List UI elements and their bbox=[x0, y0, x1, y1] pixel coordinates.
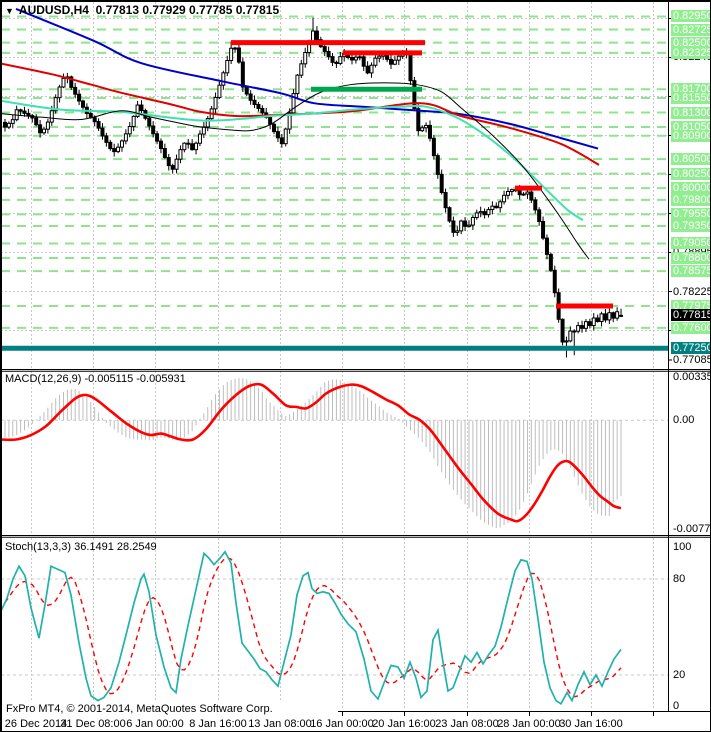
price-axis-label: 0.78225 bbox=[673, 286, 711, 298]
price-level-label: 0.82500 bbox=[671, 37, 710, 49]
chart-ohlc-values: 0.77813 0.77929 0.77785 0.77815 bbox=[95, 3, 280, 17]
price-level-label: 0.80900 bbox=[671, 130, 710, 142]
price-axis-label: 0.77085 bbox=[673, 354, 711, 366]
stoch-axis-label: 100 bbox=[673, 541, 692, 553]
price-level-label: 0.80250 bbox=[671, 168, 710, 180]
price-level-label: 0.82725 bbox=[671, 24, 710, 36]
time-axis-label: 13 Jan 08:00 bbox=[248, 718, 312, 730]
time-axis-label: 30 Jan 16:00 bbox=[559, 718, 623, 730]
current-price-label: 0.77815 bbox=[671, 309, 710, 321]
support-line-label: 0.77250 bbox=[671, 342, 710, 354]
macd-axis-label: 0.003353 bbox=[673, 371, 710, 383]
time-axis-label: 8 Jan 16:00 bbox=[189, 718, 247, 730]
platform-copyright: FxPro MT4, © 2001-2014, MetaQuotes Softw… bbox=[2, 702, 338, 717]
macd-axis-label: 0.00 bbox=[673, 414, 695, 426]
price-level-label: 0.82325 bbox=[671, 47, 710, 59]
stoch-axis-label: 80 bbox=[673, 573, 686, 585]
time-axis-label: 26 Dec 2014 bbox=[4, 718, 68, 730]
macd-axis-label: -0.007774 bbox=[673, 523, 711, 535]
price-level-label: 0.79550 bbox=[671, 208, 710, 220]
time-axis-label: 31 Dec 08:00 bbox=[60, 718, 126, 730]
time-axis-label: 20 Jan 16:00 bbox=[372, 718, 436, 730]
price-level-label: 0.81550 bbox=[671, 92, 710, 104]
stoch-indicator-label: Stoch(13,3,3) 36.1491 28.2549 bbox=[5, 541, 157, 553]
chart-dropdown-arrow-icon[interactable]: ▼ bbox=[5, 6, 14, 16]
time-axis-label: 28 Jan 00:00 bbox=[497, 718, 561, 730]
price-level-label: 0.82950 bbox=[671, 10, 710, 22]
macd-indicator-label: MACD(12,26,9) -0.005115 -0.005931 bbox=[5, 373, 186, 385]
price-level-label: 0.79050 bbox=[671, 237, 710, 249]
time-axis-label: 23 Jan 08:00 bbox=[435, 718, 499, 730]
price-level-label: 0.78800 bbox=[671, 252, 710, 264]
price-level-label: 0.80500 bbox=[671, 153, 710, 165]
chart-title: ▼ AUDUSD,H4 0.77813 0.77929 0.77785 0.778… bbox=[5, 3, 279, 17]
stoch-axis-label: 20 bbox=[673, 669, 686, 681]
time-axis-label: 16 Jan 00:00 bbox=[310, 718, 374, 730]
stoch-axis-label: 0 bbox=[673, 700, 680, 712]
price-level-label: 0.78575 bbox=[671, 265, 710, 277]
chart-symbol-period: AUDUSD,H4 bbox=[18, 3, 89, 17]
price-level-label: 0.79350 bbox=[671, 220, 710, 232]
price-level-label: 0.79800 bbox=[671, 194, 710, 206]
price-level-label: 0.77600 bbox=[671, 322, 710, 334]
time-axis-label: 6 Jan 00:00 bbox=[126, 718, 184, 730]
price-level-label: 0.81300 bbox=[671, 107, 710, 119]
price-level-label: 0.80000 bbox=[671, 182, 710, 194]
